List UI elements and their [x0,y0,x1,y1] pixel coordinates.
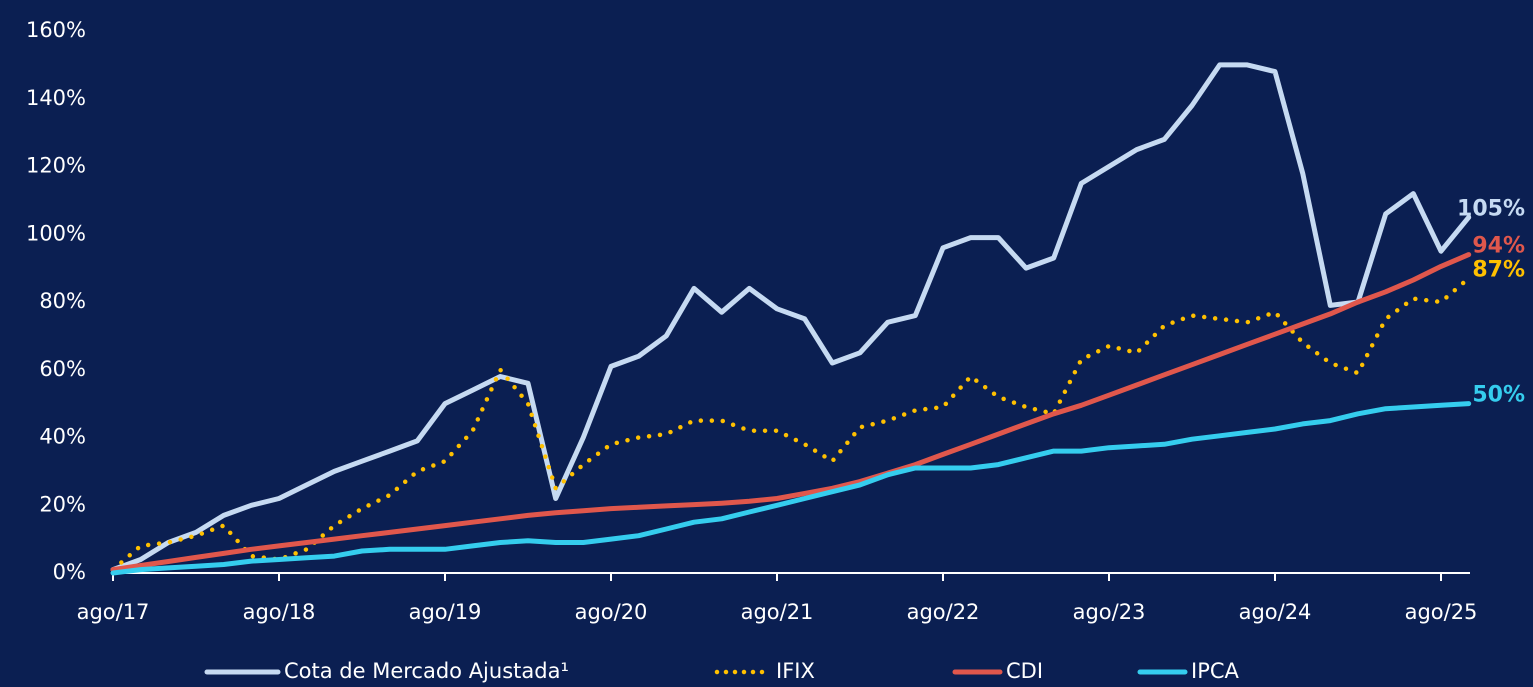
y-tick-label: 160% [26,18,86,42]
x-tick-label: ago/18 [243,600,316,624]
y-tick-label: 80% [39,289,86,313]
series-line [110,62,1472,573]
series-line [110,276,1471,572]
x-tick-label: ago/17 [77,600,150,624]
x-tick-label: ago/25 [1405,600,1478,624]
legend-label: Cota de Mercado Ajustada¹ [284,659,569,683]
end-label: 105% [1457,196,1525,221]
y-tick-label: 60% [39,357,86,381]
y-tick-label: 0% [53,560,86,584]
end-label: 94% [1472,234,1525,259]
x-tick-label: ago/22 [907,600,980,624]
series-line [110,252,1472,573]
series-line [110,401,1472,576]
x-tick-label: ago/19 [409,600,482,624]
x-tick-label: ago/23 [1073,600,1146,624]
y-tick-label: 40% [39,425,86,449]
y-tick-label: 20% [39,492,86,516]
y-tick-label: 140% [26,86,86,110]
end-label: 87% [1472,257,1525,282]
x-tick-label: ago/21 [741,600,814,624]
end-label: 50% [1472,383,1525,408]
x-tick-label: ago/20 [575,600,648,624]
legend-label: IPCA [1191,659,1240,683]
y-tick-label: 120% [26,154,86,178]
legend-label: CDI [1006,659,1043,683]
x-tick-label: ago/24 [1239,600,1312,624]
y-tick-label: 100% [26,221,86,245]
legend-label: IFIX [776,659,815,683]
